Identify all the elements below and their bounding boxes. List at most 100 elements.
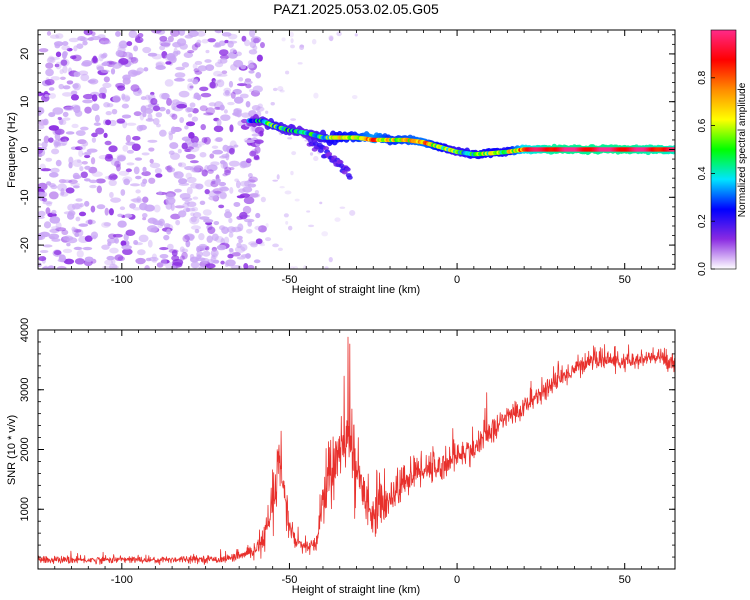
noise-speckle — [172, 50, 179, 57]
noise-speckle — [149, 158, 154, 164]
noise-speckle — [167, 35, 174, 43]
noise-speckle — [53, 141, 59, 149]
noise-speckle — [221, 70, 228, 75]
noise-speckle — [134, 36, 144, 43]
noise-speckle — [255, 238, 263, 245]
colorbar-tick-label: 0.6 — [697, 118, 708, 132]
noise-speckle — [214, 42, 221, 48]
noise-speckle — [236, 235, 243, 240]
noise-speckle — [98, 92, 106, 99]
noise-speckle — [82, 99, 93, 104]
noise-speckle — [184, 165, 194, 171]
noise-speckle — [144, 107, 154, 114]
noise-speckle — [148, 147, 155, 152]
noise-speckle — [175, 219, 181, 226]
noise-speckle — [175, 128, 181, 132]
colorbar-title: Normalized spectral amplitude — [737, 82, 748, 217]
noise-speckle — [55, 227, 67, 232]
noise-speckle — [208, 190, 219, 198]
noise-speckle — [171, 249, 178, 257]
noise-speckle — [272, 243, 279, 248]
y-tick-label: 10 — [19, 96, 31, 108]
noise-speckle — [80, 126, 89, 131]
noise-speckle — [214, 61, 224, 68]
noise-speckle — [125, 141, 136, 146]
noise-speckle — [142, 178, 148, 185]
noise-speckle — [228, 80, 234, 88]
noise-speckle — [178, 178, 188, 185]
noise-speckle — [206, 164, 218, 172]
noise-speckle — [118, 170, 130, 176]
colorbar-gradient — [710, 29, 737, 270]
noise-speckle — [191, 116, 199, 122]
noise-speckle — [247, 173, 253, 178]
noise-speckle — [203, 112, 214, 116]
noise-speckle — [59, 76, 66, 80]
noise-speckle — [289, 266, 295, 269]
noise-speckle — [49, 34, 60, 39]
noise-speckle — [224, 208, 231, 213]
noise-speckle — [240, 243, 248, 252]
noise-speckle — [89, 184, 97, 189]
noise-speckle — [219, 104, 225, 111]
noise-speckle — [336, 31, 342, 37]
noise-speckle — [211, 78, 216, 83]
noise-speckle — [149, 227, 158, 233]
noise-speckle — [189, 253, 195, 260]
noise-speckle — [161, 92, 170, 100]
noise-speckle — [84, 106, 92, 114]
noise-speckle — [103, 222, 112, 227]
noise-speckle — [111, 174, 118, 180]
noise-speckle — [166, 167, 176, 173]
noise-speckle — [168, 56, 177, 62]
noise-speckle — [97, 34, 106, 39]
noise-speckle — [101, 221, 111, 228]
noise-speckle — [142, 46, 152, 54]
noise-speckle — [253, 156, 261, 161]
noise-speckle — [126, 149, 134, 154]
noise-speckle — [147, 239, 153, 248]
noise-speckle — [151, 53, 163, 60]
noise-speckle — [52, 107, 64, 115]
noise-speckle — [41, 197, 48, 202]
noise-speckle — [181, 248, 189, 253]
noise-speckle — [198, 243, 208, 249]
noise-speckle — [164, 79, 174, 87]
noise-speckle — [186, 146, 195, 150]
noise-speckle — [232, 112, 238, 116]
noise-speckle — [199, 151, 207, 158]
noise-speckle — [84, 154, 91, 159]
noise-speckle — [201, 137, 208, 144]
noise-speckle — [294, 198, 300, 202]
noise-speckle — [245, 228, 253, 234]
noise-speckle — [51, 148, 60, 155]
noise-speckle — [84, 256, 94, 262]
noise-speckle — [190, 212, 195, 217]
noise-speckle — [186, 176, 197, 184]
noise-speckle — [137, 32, 144, 38]
noise-speckle — [187, 113, 193, 118]
noise-speckle — [111, 108, 118, 115]
noise-speckle — [48, 87, 55, 91]
noise-speckle — [48, 125, 60, 131]
noise-speckle — [76, 43, 84, 49]
noise-speckle — [185, 121, 196, 127]
noise-speckle — [73, 71, 81, 78]
noise-speckle — [117, 220, 127, 228]
noise-speckle — [227, 101, 235, 106]
noise-speckle — [38, 182, 48, 191]
noise-speckle — [55, 222, 62, 230]
noise-speckle — [239, 211, 248, 220]
noise-speckle — [209, 81, 216, 89]
noise-speckle — [293, 265, 298, 269]
noise-speckle — [255, 72, 262, 79]
noise-speckle — [219, 160, 226, 165]
noise-speckle — [106, 255, 115, 261]
noise-speckle — [257, 131, 264, 137]
noise-speckle — [46, 202, 53, 207]
noise-speckle — [221, 32, 232, 37]
noise-speckle — [199, 105, 208, 112]
noise-speckle — [166, 228, 172, 235]
noise-speckle — [208, 81, 218, 89]
